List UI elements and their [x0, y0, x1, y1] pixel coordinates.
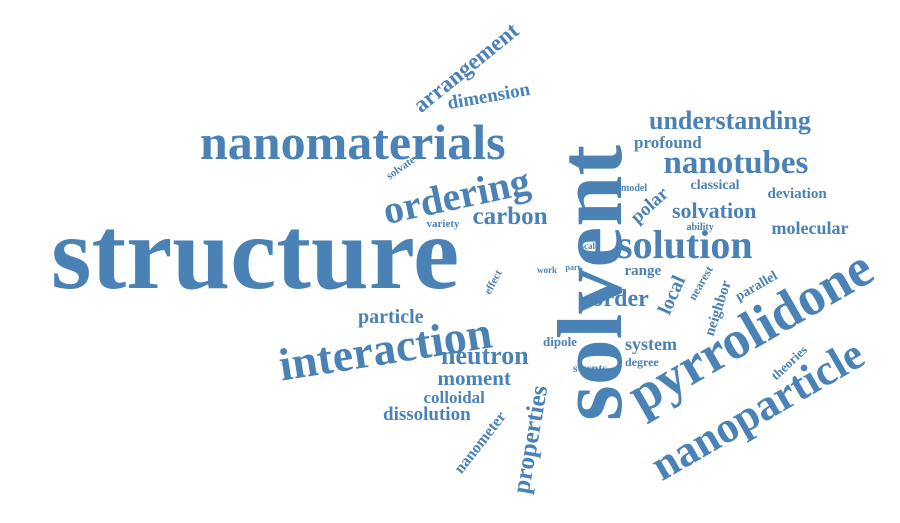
word-solvation: solvation [672, 198, 757, 223]
word-dissolution: dissolution [383, 403, 471, 425]
word-particle: particle [358, 306, 424, 328]
word-swcnts: swcnts [573, 361, 608, 375]
word-ability: ability [686, 222, 714, 233]
word-structure: structure [51, 196, 460, 311]
word-degree: degree [625, 355, 659, 369]
word-system: system [625, 334, 677, 354]
word-variety: variety [426, 217, 460, 230]
word-work: work [537, 264, 557, 275]
word-part: part [565, 263, 581, 272]
word-nanomaterials: nanomaterials [200, 114, 506, 170]
word-effect: effect [482, 267, 505, 296]
word-order: order [591, 286, 649, 312]
word-dipole: dipole [543, 333, 577, 349]
word-moment: moment [437, 365, 511, 390]
word-range: range [624, 262, 662, 279]
word-colloidal: colloidal [423, 387, 485, 407]
word-deviation: deviation [767, 185, 827, 202]
word-solution: solution [617, 222, 753, 267]
word-molecular: molecular [771, 218, 849, 238]
word-model: model [621, 183, 648, 194]
word-neutron: neutron [441, 341, 529, 370]
word-carbon: carbon [472, 202, 548, 230]
word-nanotubes: nanotubes [663, 144, 809, 181]
word-scale: scale [580, 240, 600, 251]
word-properties: properties [507, 382, 553, 496]
word-profound: profound [634, 132, 702, 152]
word-understanding: understanding [649, 106, 811, 135]
word-classical: classical [690, 178, 740, 193]
word-nearest: nearest [684, 263, 716, 303]
